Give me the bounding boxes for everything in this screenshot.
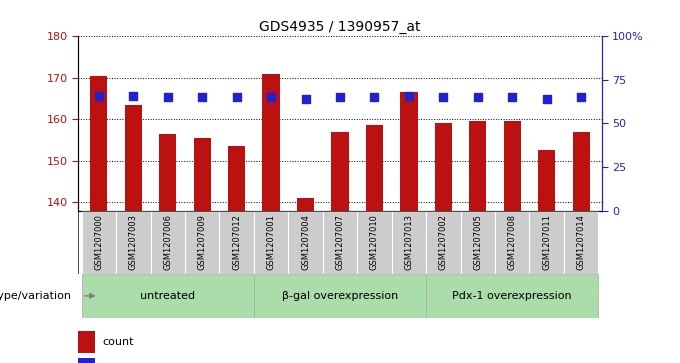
Point [300, 96, 311, 102]
Point [128, 93, 139, 98]
Bar [426, 274, 598, 318]
Text: GSM1207007: GSM1207007 [335, 214, 345, 270]
Bar [401, 92, 418, 211]
Bar [116, 211, 150, 274]
Bar [469, 121, 486, 211]
Title: GDS4935 / 1390957_at: GDS4935 / 1390957_at [259, 20, 421, 34]
Bar [90, 76, 107, 211]
Point [93, 93, 104, 98]
Bar [538, 150, 556, 211]
Bar [194, 138, 211, 211]
Text: GSM1207000: GSM1207000 [95, 215, 103, 270]
Text: β-gal overexpression: β-gal overexpression [282, 291, 398, 301]
Bar [288, 211, 323, 274]
Bar [254, 274, 426, 318]
Point [163, 94, 173, 100]
Bar [159, 134, 176, 211]
Bar [504, 121, 521, 211]
Bar [150, 211, 185, 274]
Point [266, 94, 277, 100]
Text: GSM1207003: GSM1207003 [129, 214, 138, 270]
Bar [530, 211, 564, 274]
Point [335, 94, 345, 100]
Bar [495, 211, 530, 274]
Bar [357, 211, 392, 274]
Text: GSM1207002: GSM1207002 [439, 215, 448, 270]
Bar [564, 211, 598, 274]
Bar [262, 74, 279, 211]
Bar [435, 123, 452, 211]
Text: GSM1207013: GSM1207013 [405, 214, 413, 270]
Text: untreated: untreated [140, 291, 195, 301]
Bar [297, 198, 314, 211]
Bar [78, 331, 95, 353]
Text: GSM1207012: GSM1207012 [232, 215, 241, 270]
Text: GSM1207014: GSM1207014 [577, 215, 585, 270]
Text: count: count [103, 337, 134, 347]
Text: GSM1207008: GSM1207008 [508, 214, 517, 270]
Point [438, 94, 449, 100]
Bar [254, 211, 288, 274]
Point [369, 94, 380, 100]
Text: genotype/variation: genotype/variation [0, 291, 71, 301]
Bar [78, 358, 95, 363]
Point [473, 94, 483, 100]
Bar [426, 211, 460, 274]
Point [231, 94, 242, 100]
Text: GSM1207004: GSM1207004 [301, 215, 310, 270]
Bar [366, 126, 383, 211]
Point [403, 93, 414, 98]
Point [541, 96, 552, 102]
Bar [331, 132, 349, 211]
Text: GSM1207010: GSM1207010 [370, 215, 379, 270]
Bar [573, 132, 590, 211]
Bar [82, 211, 116, 274]
Bar [323, 211, 357, 274]
Text: GSM1207011: GSM1207011 [542, 215, 551, 270]
Text: Pdx-1 overexpression: Pdx-1 overexpression [452, 291, 572, 301]
Bar [220, 211, 254, 274]
Text: GSM1207001: GSM1207001 [267, 215, 275, 270]
Text: GSM1207009: GSM1207009 [198, 215, 207, 270]
Bar [82, 274, 254, 318]
Text: GSM1207006: GSM1207006 [163, 214, 172, 270]
Bar [228, 146, 245, 211]
Bar [185, 211, 220, 274]
Bar [392, 211, 426, 274]
Bar [460, 211, 495, 274]
Point [197, 94, 207, 100]
Text: GSM1207005: GSM1207005 [473, 215, 482, 270]
Bar [124, 105, 142, 211]
Point [507, 94, 517, 100]
Point [576, 94, 587, 100]
